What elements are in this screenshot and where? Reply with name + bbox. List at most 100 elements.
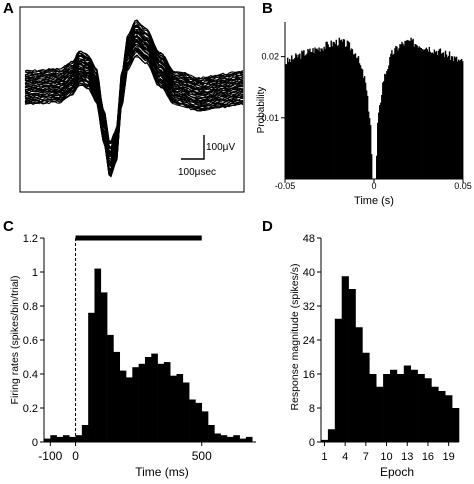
- autocorrelogram-bar: [400, 44, 402, 179]
- firing-rate-bar: [132, 367, 139, 442]
- autocorrelogram-bar: [326, 41, 328, 180]
- autocorrelogram-bar: [392, 54, 394, 179]
- autocorrelogram-bar: [390, 53, 392, 180]
- autocorrelogram-bar: [323, 46, 325, 180]
- response-magnitude-bar: [383, 374, 391, 442]
- panel-c-axes: 00.20.40.60.811.2-100 0 500: [23, 233, 256, 463]
- autocorrelogram-bar: [349, 50, 352, 179]
- autocorrelogram-bar: [401, 41, 403, 179]
- autocorrelogram-bar: [415, 44, 417, 179]
- autocorrelogram-bar: [426, 49, 429, 179]
- scale-bar-voltage-label: 100μV: [206, 142, 235, 153]
- autocorrelogram-bar: [446, 57, 449, 179]
- response-magnitude-bar: [424, 378, 432, 442]
- autocorrelogram-bar: [327, 44, 329, 180]
- autocorrelogram-bar: [406, 39, 408, 179]
- panel-d-xlabel: Epoch: [380, 465, 414, 479]
- autocorrelogram-bar: [348, 42, 351, 179]
- autocorrelogram-bar: [450, 56, 453, 180]
- autocorrelogram-bar: [445, 54, 448, 179]
- response-magnitude-bar: [327, 429, 336, 442]
- firing-rate-bar: [214, 433, 221, 442]
- y-tick-label: 0.2: [23, 403, 38, 415]
- autocorrelogram-bar: [295, 53, 297, 180]
- response-magnitude-bar: [396, 374, 405, 442]
- y-tick-label: 40: [303, 267, 315, 279]
- panel-b-axes: 0.01 0.02 -0.05 0 0.05: [261, 22, 472, 191]
- autocorrelogram-bar: [296, 54, 298, 179]
- y-tick-label: 16: [303, 369, 315, 381]
- autocorrelogram-bar: [448, 51, 451, 179]
- response-magnitude-bar: [403, 365, 411, 442]
- autocorrelogram-bar: [341, 41, 344, 179]
- response-magnitude-bar: [348, 289, 356, 442]
- firing-rate-bar: [119, 370, 127, 442]
- autocorrelogram-bar: [312, 48, 314, 180]
- autocorrelogram-bar: [340, 39, 343, 180]
- autocorrelogram-bar: [290, 61, 292, 180]
- autocorrelogram-bar: [343, 39, 346, 179]
- autocorrelogram-bar: [397, 50, 399, 179]
- autocorrelogram-bar: [286, 64, 288, 179]
- autocorrelogram-bar: [384, 73, 386, 179]
- autocorrelogram-bar: [434, 52, 437, 180]
- autocorrelogram-bar: [353, 54, 356, 180]
- response-magnitude-bar: [410, 369, 418, 442]
- autocorrelogram-bar: [424, 49, 426, 179]
- y-tick-label: 1.2: [23, 233, 38, 245]
- panel-a-frame: [19, 6, 245, 193]
- autocorrelogram-bar: [299, 53, 301, 179]
- autocorrelogram-bar: [291, 55, 293, 179]
- autocorrelogram-bar: [432, 53, 435, 179]
- autocorrelogram-bar: [369, 125, 372, 179]
- autocorrelogram-bar: [439, 48, 442, 180]
- y-tick-label: 0.01: [261, 113, 279, 123]
- firing-rate-bar: [107, 334, 114, 442]
- firing-rate-bar: [69, 436, 76, 442]
- response-magnitude-bar: [445, 395, 453, 442]
- autocorrelogram-bar: [381, 94, 383, 179]
- autocorrelogram-bar: [413, 46, 415, 180]
- autocorrelogram-bar: [383, 81, 385, 179]
- autocorrelogram-bar: [301, 50, 303, 179]
- autocorrelogram-bar: [331, 46, 333, 180]
- autocorrelogram-bar: [385, 74, 387, 179]
- autocorrelogram-bar: [430, 52, 433, 179]
- response-magnitude-bars: [321, 276, 460, 442]
- autocorrelogram-bar: [422, 49, 424, 180]
- x-tick-label: 500: [192, 449, 212, 463]
- firing-rate-bar: [245, 436, 253, 442]
- response-magnitude-bar: [390, 369, 398, 442]
- waveform-trace: [24, 47, 244, 173]
- autocorrelogram-bar: [347, 41, 350, 180]
- panel-c-psth: 00.20.40.60.811.2-100 0 500 Firing rates (…: [9, 233, 256, 479]
- autocorrelogram-bar: [370, 154, 373, 179]
- y-tick-label: 0: [32, 437, 38, 449]
- panel-letter-b: B: [262, 0, 273, 17]
- autocorrelogram-bar: [423, 49, 425, 179]
- autocorrelogram-bar: [449, 59, 452, 179]
- waveform-trace: [24, 26, 244, 154]
- autocorrelogram-bar: [292, 59, 294, 180]
- autocorrelogram-bar: [317, 50, 319, 180]
- firing-rate-bar: [75, 435, 83, 442]
- autocorrelogram-bar: [398, 48, 400, 179]
- response-magnitude-bar: [431, 386, 439, 442]
- panel-b-xlabel: Time (s): [354, 195, 394, 207]
- autocorrelogram-bar: [428, 46, 431, 179]
- autocorrelogram-bar: [438, 49, 441, 179]
- autocorrelogram-bar: [403, 45, 405, 179]
- y-tick-label: 0.4: [23, 369, 38, 381]
- autocorrelogram-bar: [454, 57, 457, 179]
- firing-rate-bar: [208, 425, 215, 442]
- autocorrelogram-bar: [354, 53, 357, 179]
- autocorrelogram-bar: [324, 48, 326, 179]
- x-tick-label: 19: [443, 451, 455, 463]
- firing-rate-bars: [44, 268, 253, 442]
- response-magnitude-bar: [376, 386, 384, 442]
- response-magnitude-bar: [417, 374, 425, 442]
- autocorrelogram-bar: [351, 49, 354, 179]
- autocorrelogram-bar: [433, 49, 436, 180]
- autocorrelogram-bar: [416, 45, 418, 180]
- y-tick-label: 0.02: [261, 52, 279, 62]
